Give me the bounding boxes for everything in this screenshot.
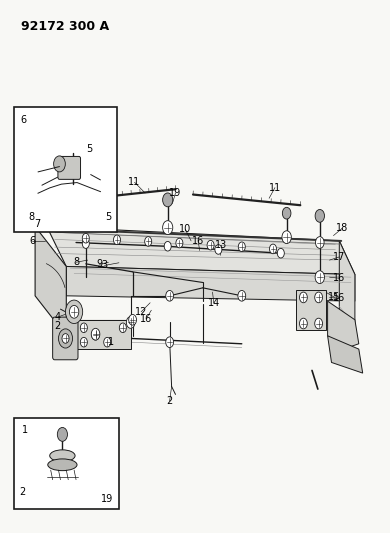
Circle shape: [166, 337, 174, 348]
Text: 8: 8: [28, 212, 34, 222]
FancyBboxPatch shape: [58, 157, 80, 179]
Circle shape: [282, 231, 291, 244]
Text: 19: 19: [169, 188, 182, 198]
Text: 5: 5: [86, 144, 92, 154]
Circle shape: [62, 334, 69, 343]
Circle shape: [163, 193, 173, 207]
Text: 9: 9: [96, 260, 103, 269]
Circle shape: [315, 318, 323, 329]
Circle shape: [315, 271, 324, 284]
Polygon shape: [328, 301, 359, 349]
FancyBboxPatch shape: [53, 317, 78, 360]
Circle shape: [113, 235, 121, 245]
Circle shape: [282, 207, 291, 219]
Circle shape: [82, 239, 89, 248]
Circle shape: [215, 245, 222, 254]
Circle shape: [57, 160, 62, 167]
Text: 11: 11: [269, 183, 281, 192]
Polygon shape: [328, 336, 363, 373]
Text: 14: 14: [207, 298, 220, 308]
Text: 5: 5: [105, 212, 112, 222]
Text: 1: 1: [21, 425, 28, 435]
Text: 6: 6: [29, 236, 35, 246]
Ellipse shape: [50, 450, 75, 462]
Circle shape: [164, 241, 171, 251]
Circle shape: [54, 156, 66, 172]
FancyBboxPatch shape: [296, 290, 326, 330]
Circle shape: [269, 244, 277, 254]
Text: 10: 10: [179, 224, 191, 234]
Bar: [14, 418, 119, 509]
Circle shape: [166, 290, 174, 301]
Circle shape: [300, 318, 307, 329]
Circle shape: [315, 209, 324, 222]
Circle shape: [119, 323, 126, 333]
Text: 16: 16: [333, 273, 346, 283]
Text: 16: 16: [140, 314, 152, 324]
Circle shape: [80, 337, 87, 347]
Circle shape: [163, 221, 173, 235]
Circle shape: [66, 300, 83, 324]
Circle shape: [58, 329, 73, 348]
Polygon shape: [35, 227, 66, 336]
Circle shape: [277, 248, 284, 258]
Circle shape: [82, 233, 89, 243]
Circle shape: [238, 290, 246, 301]
Polygon shape: [66, 266, 355, 301]
Circle shape: [92, 329, 99, 340]
Text: 17: 17: [333, 252, 346, 262]
Text: 8: 8: [73, 257, 79, 267]
Text: 7: 7: [34, 219, 40, 229]
Text: 2: 2: [167, 396, 173, 406]
FancyBboxPatch shape: [76, 320, 131, 349]
Text: 11: 11: [128, 177, 141, 187]
Circle shape: [315, 292, 323, 303]
Circle shape: [80, 323, 87, 333]
Circle shape: [129, 314, 136, 325]
Circle shape: [300, 292, 307, 303]
Circle shape: [238, 242, 245, 252]
Text: 2: 2: [55, 321, 61, 331]
Circle shape: [145, 237, 152, 246]
Text: 16: 16: [192, 236, 204, 246]
Polygon shape: [339, 241, 355, 333]
Text: 4: 4: [55, 312, 61, 322]
Circle shape: [91, 328, 100, 340]
Text: 19: 19: [101, 495, 113, 504]
Text: 15: 15: [328, 293, 341, 302]
Text: 12: 12: [135, 307, 147, 317]
Text: 16: 16: [333, 294, 346, 303]
Text: 18: 18: [336, 223, 349, 233]
Circle shape: [126, 317, 135, 328]
Circle shape: [69, 305, 79, 318]
Bar: [14, 107, 117, 232]
Text: 2: 2: [19, 487, 25, 497]
Polygon shape: [47, 227, 355, 274]
Circle shape: [316, 237, 324, 248]
Circle shape: [176, 238, 183, 248]
Text: 92172 300 A: 92172 300 A: [21, 20, 110, 33]
Circle shape: [57, 427, 67, 441]
Text: 6: 6: [20, 115, 27, 125]
Circle shape: [104, 337, 111, 347]
Text: 13: 13: [215, 240, 228, 250]
Text: 3: 3: [101, 261, 108, 270]
Circle shape: [69, 161, 78, 173]
Ellipse shape: [48, 459, 77, 471]
Text: 1: 1: [108, 337, 114, 347]
Circle shape: [207, 240, 214, 250]
